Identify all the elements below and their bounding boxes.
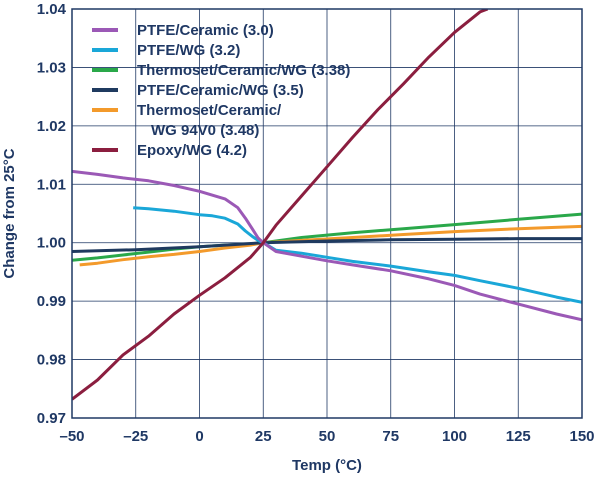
legend-label-4: WG 94V0 (3.48) xyxy=(151,122,259,139)
y-tick-label: 1.02 xyxy=(37,118,66,135)
x-tick-label: 100 xyxy=(442,428,467,445)
y-tick-label: 1.00 xyxy=(37,235,66,252)
x-axis-title: Temp (°C) xyxy=(292,457,362,474)
x-tick-label: –50 xyxy=(59,428,84,445)
series-line-3 xyxy=(72,237,582,253)
y-axis-title: Change from 25°C xyxy=(1,148,18,278)
x-tick-label: 125 xyxy=(506,428,531,445)
y-tick-label: 0.97 xyxy=(37,410,66,427)
legend-label-1: PTFE/WG (3.2) xyxy=(137,42,240,59)
legend-label-5: Epoxy/WG (4.2) xyxy=(137,142,247,159)
x-tick-label: 0 xyxy=(195,428,203,445)
y-tick-label: 0.98 xyxy=(37,352,66,369)
x-tick-label: 75 xyxy=(382,428,399,445)
tick-labels: –50 –25 0 25 50 75 100 125 150 0.97 0.98 0.99 1.00 1.… xyxy=(37,1,595,445)
series-lines xyxy=(72,9,582,401)
y-tick-label: 0.99 xyxy=(37,293,66,310)
legend-label-4: Thermoset/Ceramic/ xyxy=(137,102,282,119)
x-tick-label: 25 xyxy=(255,428,272,445)
y-tick-label: 1.04 xyxy=(37,1,67,18)
series-line-4 xyxy=(79,224,582,267)
plot-frame xyxy=(71,8,583,419)
legend-label-2: Thermoset/Ceramic/WG (3.38) xyxy=(137,62,350,79)
y-tick-label: 1.03 xyxy=(37,59,66,76)
legend-label-3: PTFE/Ceramic/WG (3.5) xyxy=(137,82,304,99)
series-line-5 xyxy=(72,9,489,401)
legend-label-0: PTFE/Ceramic (3.0) xyxy=(137,22,274,39)
grid xyxy=(72,9,582,418)
x-tick-label: –25 xyxy=(123,428,148,445)
x-tick-label: 150 xyxy=(569,428,594,445)
x-tick-label: 50 xyxy=(319,428,336,445)
y-tick-label: 1.01 xyxy=(37,176,66,193)
legend: PTFE/Ceramic (3.0) PTFE/WG (3.2) Thermoset… xyxy=(92,22,350,159)
series-line-1 xyxy=(133,206,582,304)
